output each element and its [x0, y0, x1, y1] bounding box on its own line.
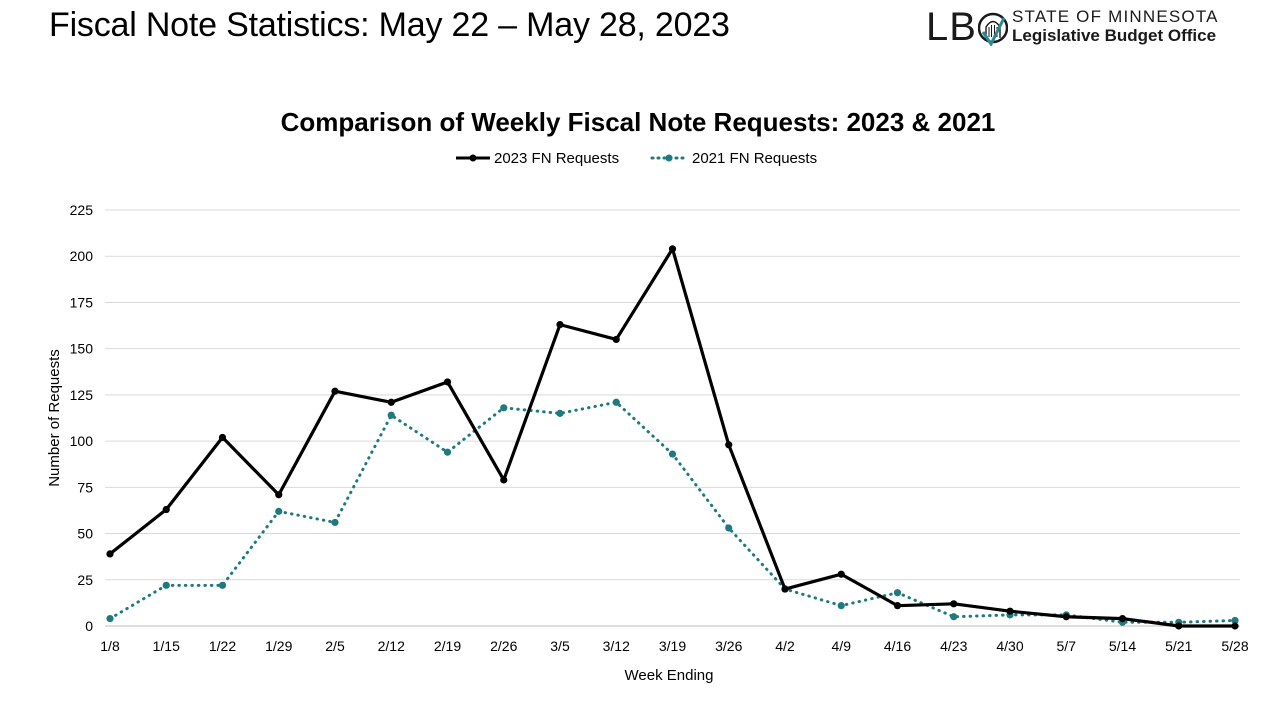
data-point-2021 — [162, 581, 170, 589]
y-tick-label: 0 — [85, 618, 93, 634]
data-point-2023 — [443, 378, 452, 386]
data-point-2021 — [725, 524, 733, 532]
data-point-2021 — [106, 615, 114, 623]
data-point-2023 — [162, 505, 170, 514]
x-tick-label: 3/19 — [659, 638, 686, 654]
data-point-2021 — [1231, 616, 1239, 625]
x-tick-label: 1/8 — [100, 638, 120, 654]
legend-label-2023: 2023 FN Requests — [494, 150, 619, 167]
x-tick-label: 3/12 — [603, 638, 630, 654]
x-tick-label: 1/22 — [209, 638, 236, 654]
y-tick-label: 175 — [70, 294, 94, 310]
y-tick-label: 150 — [70, 341, 94, 357]
x-tick-label: 3/5 — [550, 638, 570, 654]
x-tick-label: 2/19 — [434, 638, 461, 654]
legend-label-2021: 2021 FN Requests — [692, 150, 817, 167]
data-point-2023 — [275, 491, 283, 499]
x-tick-label: 4/23 — [940, 638, 967, 654]
y-tick-label: 225 — [70, 202, 94, 218]
data-point-2023 — [556, 321, 564, 329]
y-tick-label: 200 — [70, 248, 94, 264]
data-point-2021 — [950, 613, 958, 621]
x-tick-label: 2/5 — [325, 638, 345, 654]
data-point-2021 — [893, 589, 902, 597]
data-point-2021 — [668, 450, 677, 458]
data-point-2021 — [500, 404, 508, 412]
data-point-2021 — [556, 409, 564, 417]
data-point-2023 — [218, 433, 227, 442]
y-tick-label: 25 — [77, 572, 93, 588]
x-tick-label: 4/16 — [884, 638, 911, 654]
x-tick-label: 1/29 — [265, 638, 292, 654]
data-point-2021 — [331, 518, 339, 527]
data-point-2023 — [1175, 622, 1183, 630]
y-tick-label: 75 — [77, 479, 93, 495]
slide-title: Fiscal Note Statistics: May 22 – May 28,… — [49, 6, 730, 44]
data-point-2021 — [275, 507, 283, 515]
data-point-2023 — [668, 245, 677, 253]
data-point-2023 — [725, 441, 733, 449]
x-tick-label: 3/26 — [715, 638, 742, 654]
data-point-2021 — [218, 581, 227, 589]
series-markers — [106, 245, 1239, 630]
legend: 2023 FN Requests 2021 FN Requests — [456, 150, 817, 167]
data-point-2023 — [1118, 615, 1127, 623]
logo-state-name: STATE OF MINNESOTA — [1012, 7, 1219, 26]
x-tick-label: 2/12 — [378, 638, 405, 654]
x-tick-labels: 1/8 1/15 1/22 1/29 2/5 2/12 2/19 2/26 3/5 3/12 3/1… — [100, 638, 1249, 654]
lbo-logo: LB STATE OF MINNESOTA Legislative Budget… — [926, 5, 1256, 50]
data-point-2021 — [387, 411, 395, 419]
x-tick-label: 5/14 — [1109, 638, 1136, 654]
x-axis-label: Week Ending — [625, 667, 714, 684]
data-point-2023 — [1062, 613, 1070, 621]
legend-item-2023: 2023 FN Requests — [456, 150, 619, 167]
data-point-2023 — [1006, 607, 1014, 615]
data-point-2023 — [387, 398, 395, 406]
data-point-2023 — [1231, 622, 1239, 630]
chart-title: Comparison of Weekly Fiscal Note Request… — [281, 107, 996, 137]
series-line-2023 — [108, 247, 1237, 628]
x-tick-label: 5/7 — [1057, 638, 1077, 654]
data-point-2023 — [781, 585, 789, 593]
y-tick-labels: 0 25 50 75 100 125 150 175 200 225 — [70, 202, 94, 634]
data-point-2023 — [893, 602, 902, 610]
y-tick-label: 100 — [70, 433, 94, 449]
x-tick-label: 1/15 — [153, 638, 180, 654]
data-point-2021 — [443, 448, 452, 456]
x-tick-label: 4/9 — [832, 638, 852, 654]
x-tick-label: 2/26 — [490, 638, 517, 654]
x-tick-label: 4/2 — [775, 638, 795, 654]
y-tick-label: 125 — [70, 387, 94, 403]
legend-item-2021: 2021 FN Requests — [650, 150, 817, 167]
series-lines — [108, 247, 1237, 628]
x-tick-label: 5/28 — [1221, 638, 1248, 654]
logo-abbreviation: LB — [926, 5, 977, 49]
logo-office-name: Legislative Budget Office — [1012, 26, 1217, 45]
data-point-2023 — [500, 476, 508, 484]
data-point-2021 — [837, 602, 845, 610]
data-point-2023 — [950, 600, 958, 608]
data-point-2023 — [106, 550, 114, 558]
data-point-2021 — [612, 398, 620, 406]
y-axis-label: Number of Requests — [46, 349, 63, 487]
data-point-2023 — [331, 387, 339, 395]
capitol-seal-icon — [978, 12, 1008, 46]
data-point-2023 — [837, 570, 845, 578]
x-tick-label: 4/30 — [996, 638, 1023, 654]
gridlines — [105, 209, 1240, 581]
x-tick-label: 5/21 — [1165, 638, 1192, 654]
data-point-2023 — [612, 335, 620, 344]
y-tick-label: 50 — [77, 526, 93, 542]
